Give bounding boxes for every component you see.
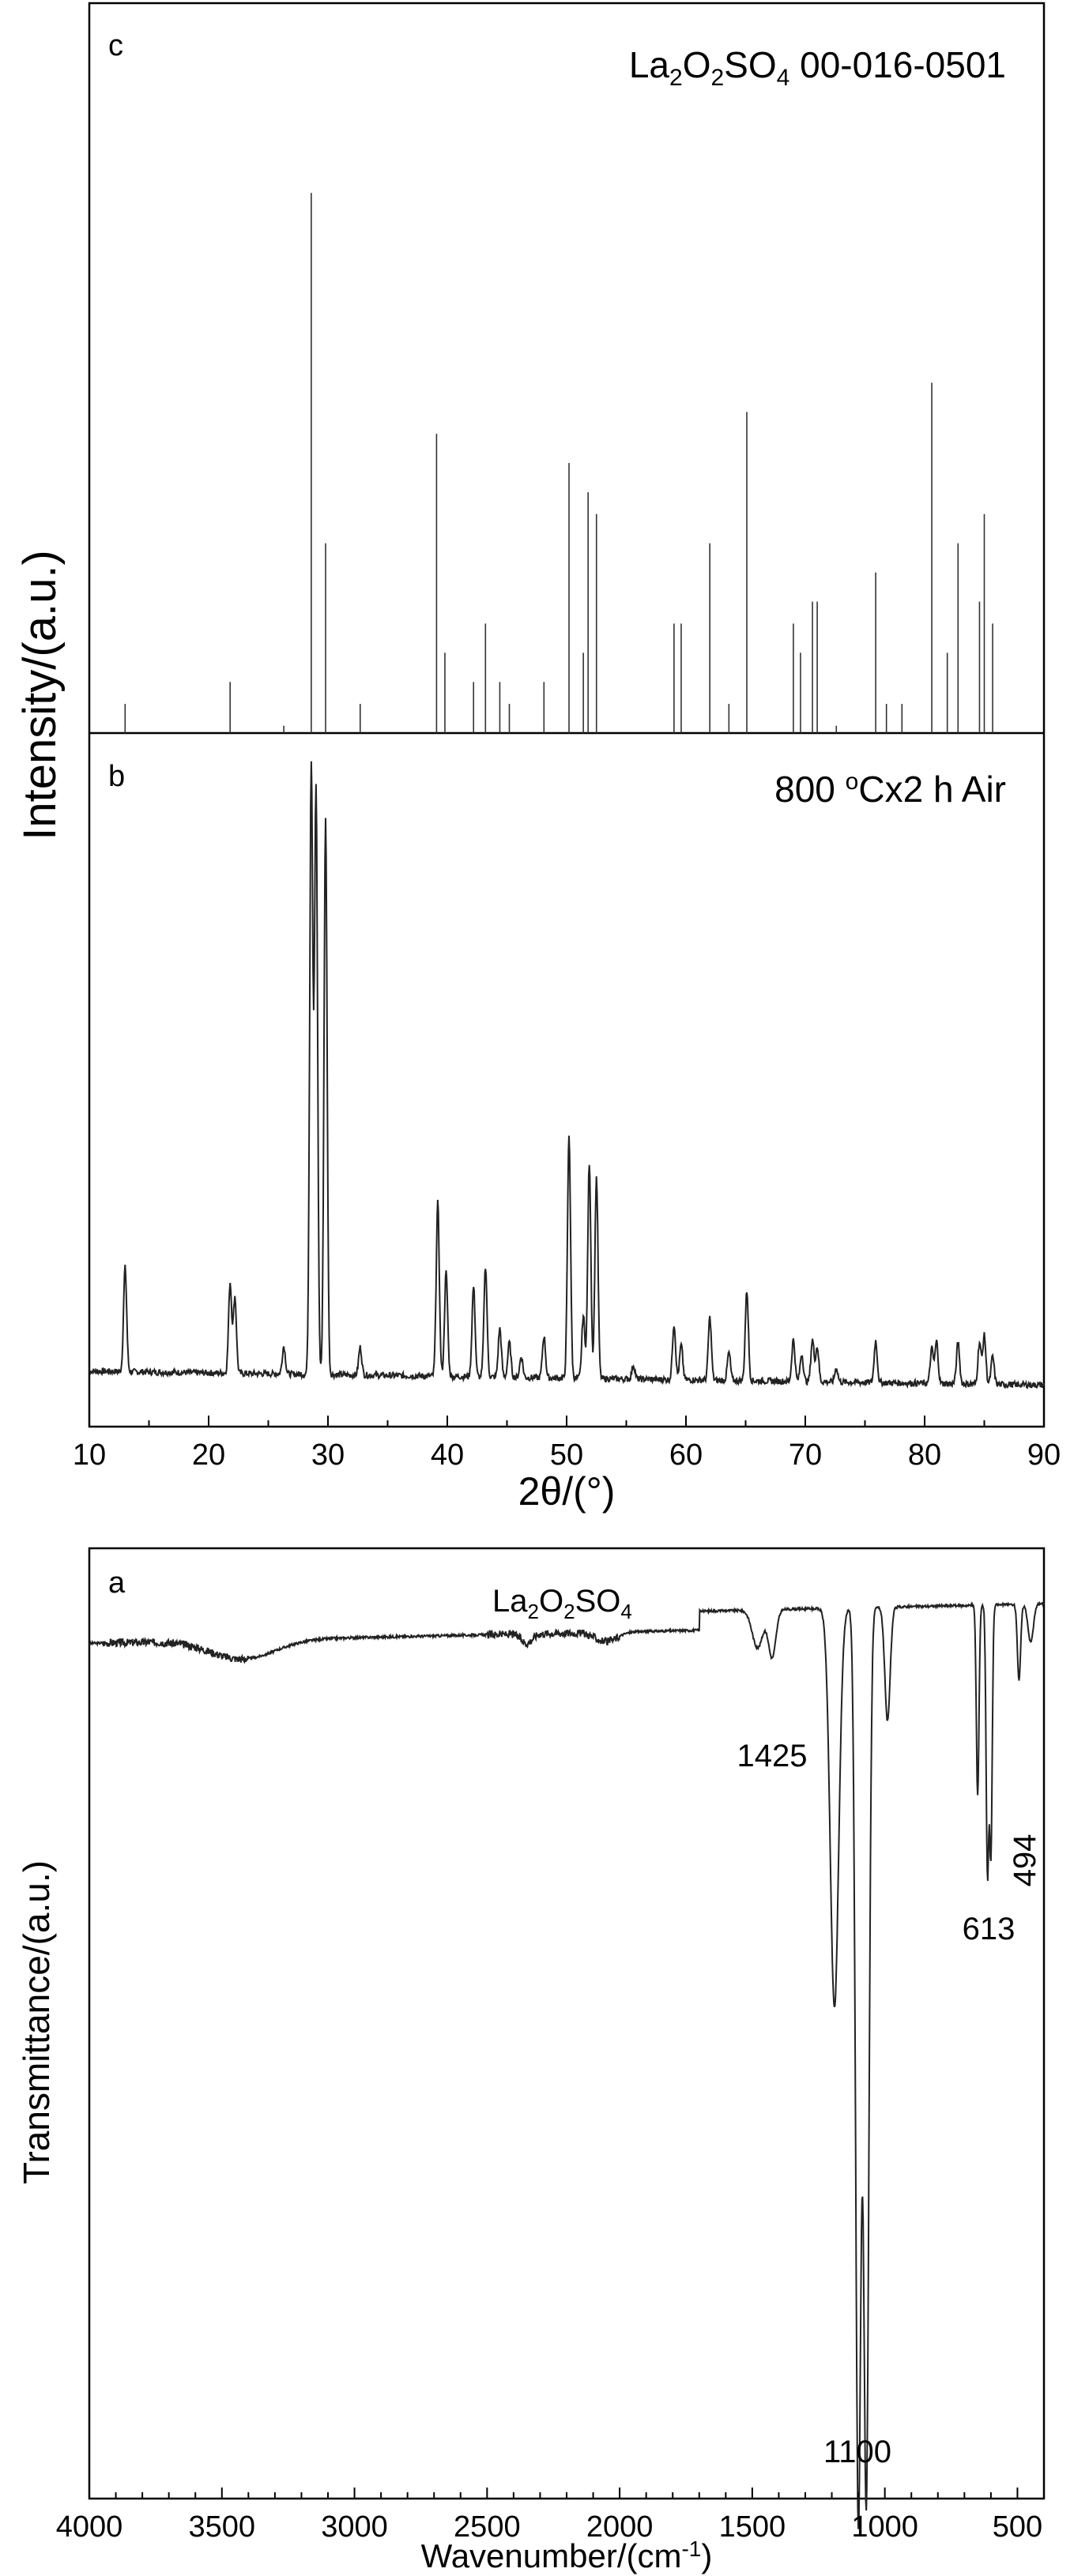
- xrd-ylabel: Intensity/(a.u.): [14, 550, 66, 840]
- xrd-x-tick-label: 90: [1027, 1438, 1061, 1472]
- panel-a-title-el3: SO: [575, 1584, 621, 1619]
- panel-a-title-el2: O: [539, 1584, 563, 1619]
- panel-label-a: a: [108, 1566, 126, 1600]
- panel-a-title-sub3: 4: [620, 1600, 631, 1623]
- ftir-x-tick-label: 4000: [56, 2510, 123, 2544]
- panel-c-title: La2O2SO4 00-016-0501: [629, 44, 1006, 91]
- panel-c-title-el1: La: [629, 44, 670, 85]
- xrd-x-tick-label: 20: [192, 1438, 225, 1472]
- ftir-xlabel-pre: Wavenumber/(cm: [421, 2537, 682, 2574]
- panel-a-title-sub2: 2: [563, 1600, 575, 1623]
- panel-b-title-post: Cx2 h Air: [858, 769, 1006, 810]
- xrd-plot-frame: [88, 2, 1046, 1428]
- ftir-x-tick-label: 1500: [719, 2510, 786, 2544]
- panel-c-title-sub2: 2: [710, 65, 724, 91]
- reference-stick-pattern: [124, 193, 993, 733]
- panel-a-title: La2O2SO4: [492, 1584, 632, 1623]
- ftir-spectrum-line: [89, 1600, 1045, 2529]
- panel-b-title: 800 oCx2 h Air: [774, 769, 1006, 810]
- annotation-1425: 1425: [737, 1739, 808, 1773]
- panel-a-title-sub1: 2: [528, 1600, 539, 1623]
- panel-b-title-pre: 800: [774, 769, 846, 810]
- ftir-xlabel-sup: -1: [681, 2537, 701, 2561]
- xrd-x-tick-label: 10: [73, 1438, 106, 1472]
- ftir-plot-frame: [88, 1547, 1046, 2500]
- xrd-x-tick-labels: 10 20 30 40 50 60 70 80 90: [73, 1438, 1061, 1472]
- ftir-ylabel: Transmittance/(a.u.): [16, 1860, 57, 2184]
- ftir-xlabel-post: ): [701, 2537, 712, 2574]
- panel-c-title-el2: O: [683, 44, 711, 85]
- ftir-x-tick-label: 1000: [851, 2510, 918, 2544]
- panel-c-title-rest: 00-016-0501: [789, 44, 1006, 85]
- panel-c-title-sub1: 2: [669, 65, 683, 91]
- annotation-1100: 1100: [823, 2435, 891, 2469]
- ftir-xlabel: Wavenumber/(cm-1): [421, 2537, 713, 2574]
- xrd-xlabel: 2θ/(°): [518, 1469, 616, 1514]
- xrd-x-tick-label: 70: [789, 1438, 822, 1472]
- ftir-x-tick-label: 2000: [586, 2510, 654, 2544]
- annotation-494: 494: [1008, 1834, 1042, 1887]
- xrd-pattern-line: [89, 761, 1045, 1390]
- ftir-x-tick-label: 3000: [321, 2510, 388, 2544]
- ftir-x-ticks: [89, 2488, 1045, 2499]
- xrd-x-ticks: [89, 1416, 1045, 1427]
- xrd-x-tick-label: 80: [908, 1438, 941, 1472]
- ftir-x-tick-label: 500: [993, 2510, 1042, 2544]
- panel-a-title-el1: La: [492, 1584, 528, 1619]
- panel-c-title-sub3: 4: [777, 65, 790, 91]
- panel-label-c: c: [108, 29, 123, 62]
- panel-b-title-sup: o: [846, 769, 859, 795]
- panel-c-title-el3: SO: [724, 44, 776, 85]
- panel-label-b: b: [108, 760, 125, 793]
- annotation-613: 613: [963, 1912, 1016, 1946]
- xrd-x-tick-label: 50: [550, 1438, 583, 1472]
- ftir-x-tick-label: 3500: [189, 2510, 256, 2544]
- ftir-x-tick-labels: 4000 3500 3000 2500 2000 1500 1000 500: [56, 2510, 1042, 2544]
- xrd-x-tick-label: 40: [431, 1438, 464, 1472]
- ftir-x-tick-label: 2500: [454, 2510, 521, 2544]
- xrd-x-tick-label: 60: [669, 1438, 703, 1472]
- xrd-x-tick-label: 30: [311, 1438, 345, 1472]
